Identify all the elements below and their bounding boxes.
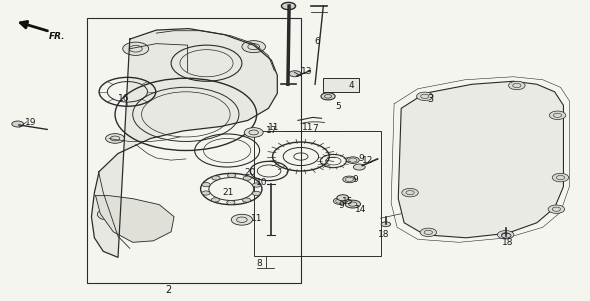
Circle shape	[244, 128, 263, 137]
Circle shape	[123, 42, 149, 55]
Circle shape	[281, 2, 296, 10]
Circle shape	[548, 205, 565, 213]
Text: 5: 5	[335, 102, 341, 111]
Text: 18: 18	[502, 238, 513, 247]
Circle shape	[420, 228, 437, 237]
Bar	[323, 78, 359, 92]
Polygon shape	[398, 81, 563, 238]
Circle shape	[346, 157, 359, 163]
Text: 16: 16	[117, 94, 129, 103]
Text: 9: 9	[359, 154, 365, 163]
Circle shape	[345, 200, 360, 208]
Circle shape	[211, 198, 219, 202]
Circle shape	[381, 222, 391, 227]
Circle shape	[227, 200, 235, 205]
Circle shape	[253, 191, 261, 196]
Text: 8: 8	[257, 259, 263, 268]
Circle shape	[502, 233, 511, 238]
Text: 12: 12	[362, 156, 373, 165]
Text: 18: 18	[378, 230, 390, 239]
Circle shape	[337, 195, 349, 201]
Text: 3: 3	[428, 94, 434, 104]
Text: 6: 6	[314, 37, 320, 46]
Circle shape	[97, 208, 121, 220]
Polygon shape	[91, 29, 277, 257]
Circle shape	[343, 176, 356, 183]
Circle shape	[289, 71, 301, 77]
Circle shape	[321, 93, 335, 100]
Text: 11: 11	[268, 123, 280, 132]
Circle shape	[202, 182, 210, 187]
Circle shape	[202, 191, 210, 195]
Circle shape	[231, 214, 253, 225]
Text: 17: 17	[266, 126, 277, 135]
Circle shape	[242, 198, 251, 202]
Circle shape	[552, 173, 569, 182]
Text: 2: 2	[165, 284, 171, 295]
Circle shape	[333, 198, 346, 204]
Circle shape	[402, 188, 418, 197]
Text: 19: 19	[25, 118, 37, 127]
Text: 14: 14	[355, 205, 367, 214]
Text: 9: 9	[352, 175, 358, 184]
Circle shape	[253, 183, 261, 187]
Text: 11: 11	[251, 214, 263, 223]
Circle shape	[243, 176, 251, 180]
Text: 20: 20	[244, 168, 255, 177]
Text: 4: 4	[348, 81, 354, 90]
Circle shape	[417, 92, 433, 101]
Text: 9: 9	[338, 201, 344, 210]
Text: 7: 7	[312, 124, 318, 133]
Text: 13: 13	[300, 67, 312, 76]
Text: 21: 21	[222, 188, 234, 197]
Circle shape	[242, 41, 266, 53]
Circle shape	[549, 111, 566, 119]
Circle shape	[228, 173, 236, 178]
Polygon shape	[96, 196, 174, 242]
Circle shape	[497, 231, 514, 239]
Circle shape	[106, 134, 124, 143]
Text: 11: 11	[302, 123, 314, 132]
Text: FR.: FR.	[48, 32, 65, 41]
Circle shape	[12, 121, 24, 127]
Text: 10: 10	[255, 178, 267, 187]
Circle shape	[353, 164, 365, 170]
Text: 15: 15	[342, 197, 354, 206]
Circle shape	[509, 81, 525, 90]
Circle shape	[212, 176, 220, 180]
